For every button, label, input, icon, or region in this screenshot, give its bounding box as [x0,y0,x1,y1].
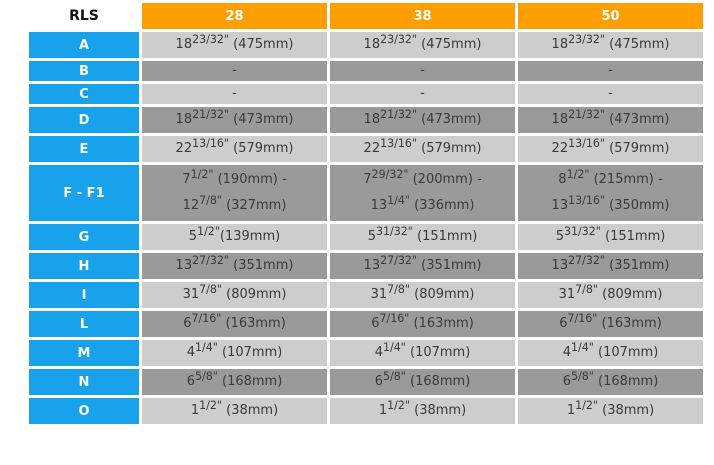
data-cell: 11/2" (38mm) [330,398,515,424]
data-cell: 1821/32" (473mm) [330,107,515,133]
data-cell: 1821/32" (473mm) [142,107,327,133]
row-label-h: H [29,253,139,279]
data-cell: 531/32" (151mm) [330,224,515,250]
row-label-i: I [29,282,139,308]
data-cell: - [330,61,515,81]
data-cell: 1823/32" (475mm) [518,32,703,58]
row-label-o: O [29,398,139,424]
data-cell: 317/8" (809mm) [330,282,515,308]
data-cell: 317/8" (809mm) [142,282,327,308]
data-cell: 2213/16" (579mm) [142,136,327,162]
data-cell: - [518,84,703,104]
table-row: H 1327/32" (351mm) 1327/32" (351mm) 1327/32… [29,253,703,279]
data-cell: 1821/32" (473mm) [518,107,703,133]
data-cell: 1327/32" (351mm) [142,253,327,279]
data-cell: 51/2"(139mm) [142,224,327,250]
data-cell: 2213/16" (579mm) [518,136,703,162]
spec-table-page: RLS 28 38 50 A 1823/32" (475mm) 1823/32" (… [26,0,706,427]
table-row: F - F1 71/2" (190mm) -127/8" (327mm) 729/3… [29,165,703,221]
column-header-50: 50 [518,3,703,29]
data-cell: 1327/32" (351mm) [518,253,703,279]
row-label-n: N [29,369,139,395]
data-cell: 81/2" (215mm) -1313/16" (350mm) [518,165,703,221]
data-cell: 65/8" (168mm) [518,369,703,395]
data-cell: 1823/32" (475mm) [330,32,515,58]
data-cell: - [518,61,703,81]
data-cell: 11/2" (38mm) [142,398,327,424]
table-row: I 317/8" (809mm) 317/8" (809mm) 317/8" (809… [29,282,703,308]
data-cell: 67/16" (163mm) [518,311,703,337]
data-cell: 65/8" (168mm) [142,369,327,395]
table-row: C--- [29,84,703,104]
table-row: B--- [29,61,703,81]
row-label-g: G [29,224,139,250]
table-row: O 11/2" (38mm) 11/2" (38mm) 11/2" (38mm) [29,398,703,424]
data-cell: 67/16" (163mm) [330,311,515,337]
data-cell: 531/32" (151mm) [518,224,703,250]
table-row: D 1821/32" (473mm) 1821/32" (473mm) 1821/32… [29,107,703,133]
row-label-b: B [29,61,139,81]
row-label-d: D [29,107,139,133]
header-row: RLS 28 38 50 [29,3,703,29]
column-header-38: 38 [330,3,515,29]
data-cell: 1823/32" (475mm) [142,32,327,58]
dimensions-table: RLS 28 38 50 A 1823/32" (475mm) 1823/32" (… [26,0,706,427]
data-cell: - [142,61,327,81]
data-cell: - [330,84,515,104]
row-label-a: A [29,32,139,58]
row-label-e: E [29,136,139,162]
data-cell: 41/4" (107mm) [142,340,327,366]
row-label-f-f1: F - F1 [29,165,139,221]
table-row: M 41/4" (107mm) 41/4" (107mm) 41/4" (107mm) [29,340,703,366]
table-row: L 67/16" (163mm) 67/16" (163mm) 67/16" (163… [29,311,703,337]
data-cell: 317/8" (809mm) [518,282,703,308]
data-cell: 729/32" (200mm) -131/4" (336mm) [330,165,515,221]
table-row: A 1823/32" (475mm) 1823/32" (475mm) 1823/32… [29,32,703,58]
data-cell: 1327/32" (351mm) [330,253,515,279]
row-label-l: L [29,311,139,337]
table-body: A 1823/32" (475mm) 1823/32" (475mm) 1823/32… [29,32,703,424]
data-cell: 71/2" (190mm) -127/8" (327mm) [142,165,327,221]
table-row: N 65/8" (168mm) 65/8" (168mm) 65/8" (168mm) [29,369,703,395]
row-label-m: M [29,340,139,366]
data-cell: - [142,84,327,104]
data-cell: 2213/16" (579mm) [330,136,515,162]
data-cell: 41/4" (107mm) [518,340,703,366]
table-row: E 2213/16" (579mm) 2213/16" (579mm) 2213/16… [29,136,703,162]
data-cell: 41/4" (107mm) [330,340,515,366]
table-corner-rls: RLS [29,3,139,29]
data-cell: 11/2" (38mm) [518,398,703,424]
data-cell: 67/16" (163mm) [142,311,327,337]
data-cell: 65/8" (168mm) [330,369,515,395]
row-label-c: C [29,84,139,104]
column-header-28: 28 [142,3,327,29]
table-row: G 51/2"(139mm) 531/32" (151mm) 531/32" (151… [29,224,703,250]
